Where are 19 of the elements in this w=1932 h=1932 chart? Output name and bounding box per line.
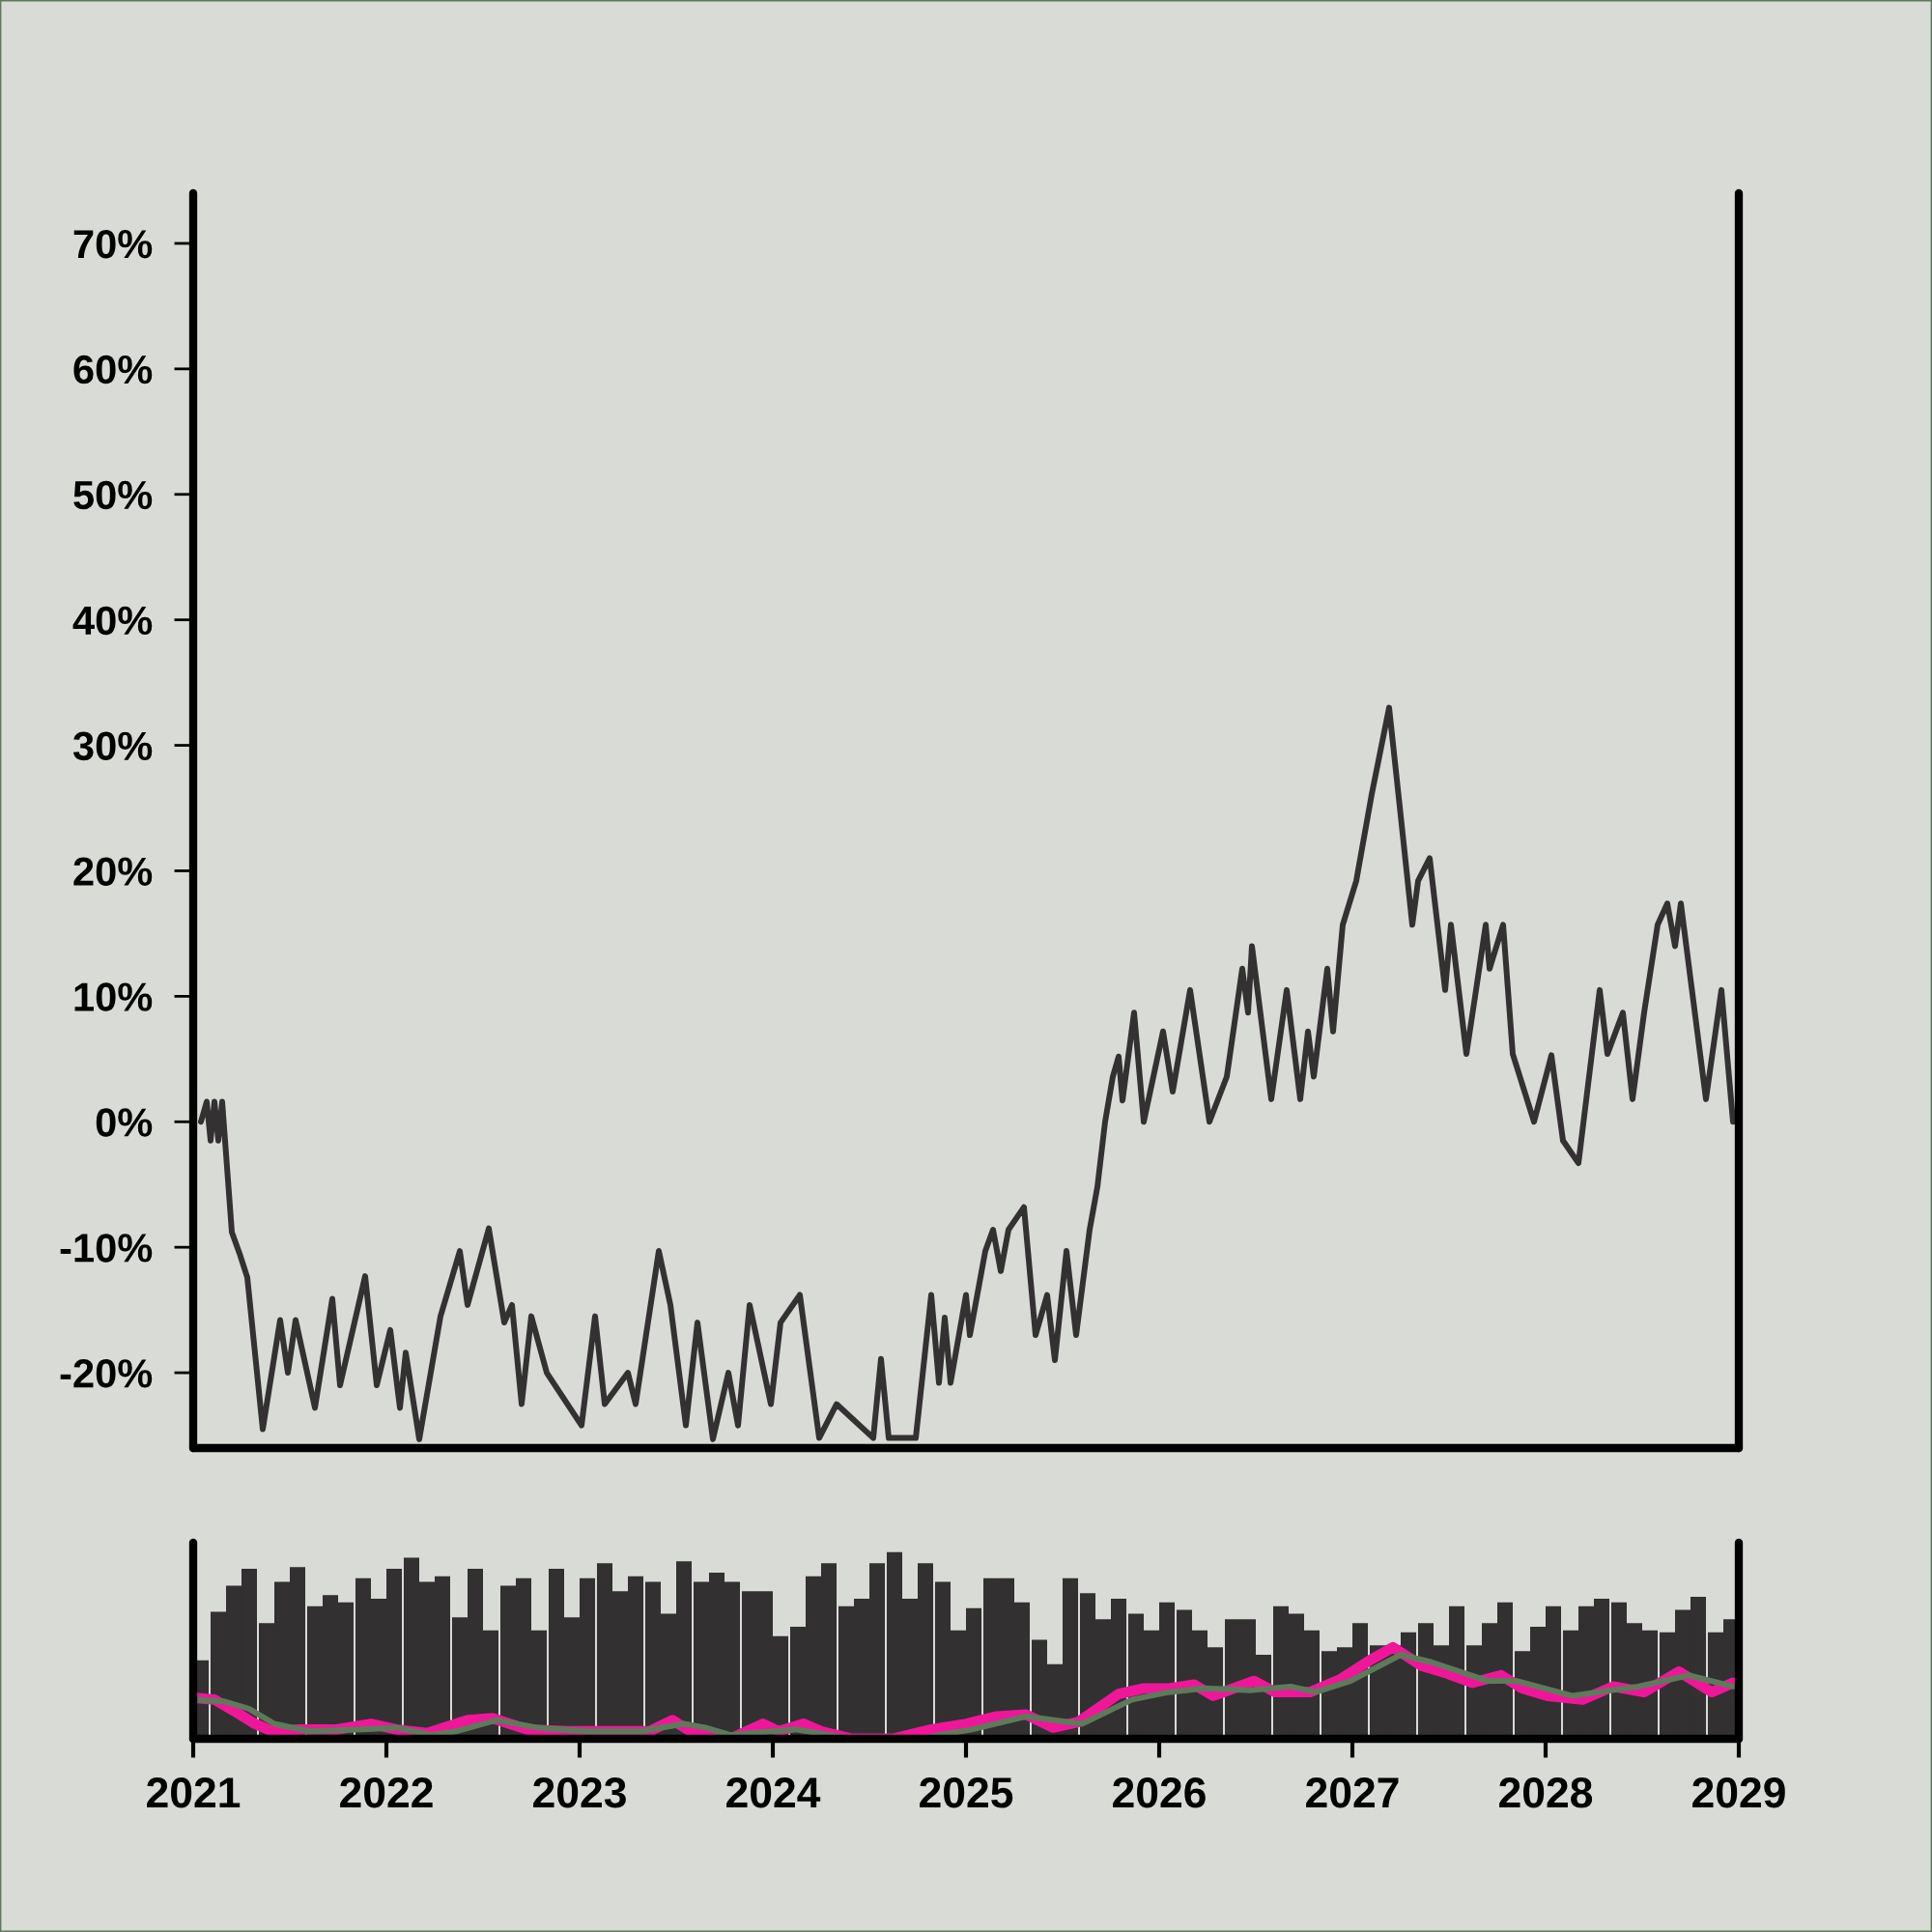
x-tick-label: 2028 xyxy=(1499,1777,1593,1808)
y-tick-label: 30% xyxy=(72,731,153,761)
x-tick-label: 2025 xyxy=(920,1777,1013,1808)
x-tick-label: 2026 xyxy=(1113,1777,1206,1808)
x-tick-label: 2024 xyxy=(726,1777,821,1808)
x-tick-label: 2027 xyxy=(1306,1777,1399,1808)
x-tick-label: 2021 xyxy=(147,1777,241,1808)
y-tick-label: 60% xyxy=(73,355,153,384)
y-tick-label: 0% xyxy=(96,1108,153,1137)
x-tick-label: 2022 xyxy=(340,1777,433,1808)
y-tick-label: 70% xyxy=(73,229,153,259)
y-tick-label: 40% xyxy=(72,606,153,636)
y-tick-label: 20% xyxy=(73,857,153,886)
x-tick-label: 2023 xyxy=(533,1777,626,1808)
y-tick-label: 10% xyxy=(74,982,153,1011)
y-tick-label: -10% xyxy=(60,1234,153,1263)
y-tick-label: 50% xyxy=(73,480,153,510)
y-tick-label: -20% xyxy=(60,1359,153,1388)
x-tick-label: 2029 xyxy=(1692,1777,1785,1808)
